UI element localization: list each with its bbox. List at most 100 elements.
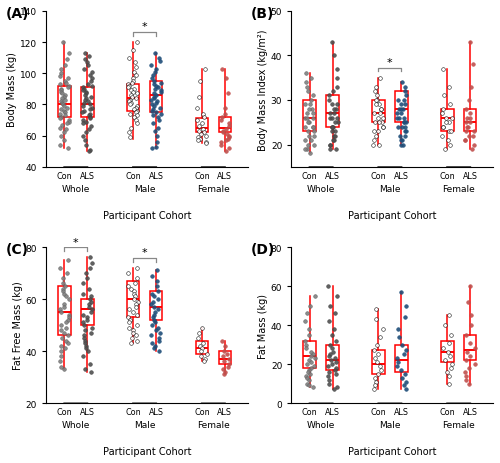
Point <box>132 64 140 71</box>
Point <box>130 288 138 295</box>
Point <box>467 322 475 329</box>
Point <box>221 111 229 118</box>
Point <box>196 342 204 350</box>
Point <box>224 91 232 98</box>
Point <box>446 128 454 136</box>
Point <box>134 337 141 344</box>
Text: *: * <box>387 57 392 68</box>
Point <box>125 98 133 106</box>
Point <box>446 312 454 319</box>
Point <box>300 146 308 153</box>
Point <box>64 332 72 339</box>
Point <box>440 322 448 329</box>
Point <box>444 349 452 356</box>
Point <box>80 319 88 326</box>
Point <box>304 88 312 95</box>
Point <box>326 341 334 349</box>
Point <box>329 124 337 131</box>
Point <box>324 353 332 360</box>
Point <box>223 350 231 357</box>
Point <box>374 351 382 358</box>
Point <box>326 302 334 310</box>
Point <box>224 136 232 143</box>
Point <box>463 115 471 122</box>
Point <box>370 142 378 149</box>
Point <box>132 59 140 67</box>
Point <box>57 342 65 350</box>
Point <box>462 119 470 127</box>
Point <box>396 137 404 144</box>
Point <box>400 97 408 105</box>
Point <box>194 335 202 342</box>
Point <box>60 301 68 308</box>
Point <box>310 132 318 140</box>
Point <box>197 353 205 360</box>
Y-axis label: Fat Mass (kg): Fat Mass (kg) <box>258 293 268 358</box>
Point <box>370 347 378 354</box>
Point <box>62 56 70 64</box>
Point <box>304 106 312 113</box>
Point <box>129 327 137 334</box>
Point <box>332 337 340 344</box>
Point <box>82 142 90 150</box>
Point <box>131 293 139 300</box>
Point <box>222 126 230 134</box>
Point <box>375 142 383 149</box>
Point <box>330 53 338 60</box>
Point <box>379 124 387 131</box>
Point <box>402 347 410 354</box>
Point <box>133 108 141 115</box>
Point <box>88 105 96 112</box>
Point <box>396 115 404 122</box>
Point <box>62 126 70 134</box>
Point <box>86 114 94 121</box>
Point <box>466 110 474 118</box>
Point <box>219 366 227 373</box>
Point <box>58 95 66 103</box>
Point <box>196 329 203 337</box>
Point <box>329 349 337 356</box>
Point <box>156 348 164 355</box>
Point <box>466 39 474 47</box>
Point <box>128 335 136 342</box>
Point <box>130 114 138 121</box>
Point <box>150 345 158 352</box>
Point <box>60 285 68 293</box>
Point <box>326 115 334 122</box>
Point <box>60 290 68 298</box>
Point <box>376 106 384 113</box>
Point <box>154 84 162 92</box>
Point <box>396 132 404 140</box>
Point <box>196 136 204 143</box>
Point <box>80 66 88 73</box>
Point <box>84 148 92 156</box>
Point <box>394 124 402 131</box>
Point <box>64 316 72 324</box>
Point <box>398 137 406 144</box>
Point <box>56 125 64 132</box>
Point <box>86 111 94 118</box>
Point <box>126 134 134 142</box>
Point <box>330 386 338 393</box>
Point <box>154 117 162 125</box>
Point <box>150 78 158 86</box>
Point <box>402 128 409 136</box>
Point <box>79 84 87 92</box>
Point <box>79 132 87 140</box>
Point <box>132 95 140 103</box>
Point <box>306 302 314 310</box>
Point <box>222 105 230 112</box>
Point <box>60 303 68 311</box>
Point <box>130 106 138 113</box>
Point <box>401 314 409 321</box>
Point <box>376 75 384 82</box>
Point <box>394 359 402 366</box>
Point <box>60 130 68 137</box>
Point <box>60 288 68 295</box>
Point <box>370 137 378 144</box>
Point <box>402 378 410 386</box>
Point <box>150 86 158 94</box>
Point <box>80 332 88 339</box>
Point <box>462 332 469 339</box>
Point <box>302 318 310 325</box>
